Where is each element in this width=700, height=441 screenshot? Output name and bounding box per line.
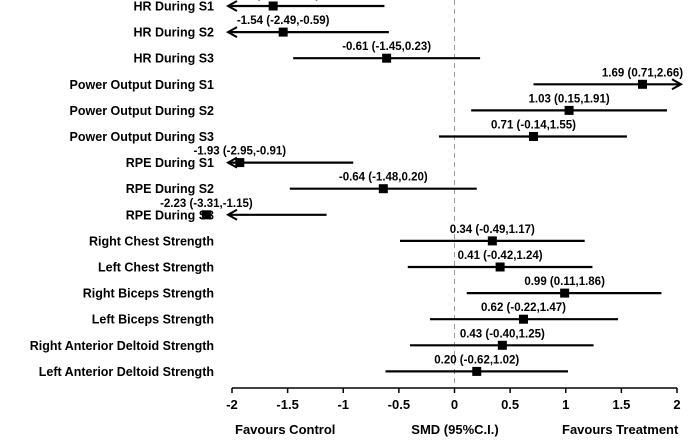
x-tick-label: 0 bbox=[451, 397, 458, 412]
estimate-label: -1.93 (-2.95,-0.91) bbox=[193, 146, 286, 158]
row-label: Right Biceps Strength bbox=[83, 287, 214, 301]
row-label: Power Output During S3 bbox=[70, 130, 214, 144]
row-label: Power Output During S1 bbox=[70, 78, 214, 92]
row-label: HR During S3 bbox=[133, 52, 214, 66]
estimate-label: -1.54 (-2.49,-0.59) bbox=[237, 15, 330, 27]
row-label: Left Chest Strength bbox=[98, 261, 214, 275]
point-estimate-marker bbox=[378, 184, 388, 194]
estimate-label: 1.03 (0.15,1.91) bbox=[528, 93, 609, 105]
estimate-label: -1.63 (-2.47,-0.63) bbox=[227, 0, 320, 1]
estimate-label: 0.99 (0.11,1.86) bbox=[524, 276, 605, 288]
row-label: Left Biceps Strength bbox=[92, 313, 214, 327]
point-estimate-marker bbox=[497, 340, 507, 350]
point-estimate-marker bbox=[638, 79, 648, 89]
point-estimate-marker bbox=[382, 53, 392, 63]
forest-row: Right Anterior Deltoid Strength 0.43 (-0.… bbox=[30, 328, 594, 353]
estimate-label: 1.69 (0.71,2.66) bbox=[602, 67, 683, 79]
forest-row: Left Chest Strength 0.41 (-0.42,1.24) bbox=[98, 250, 593, 275]
row-label: Power Output During S2 bbox=[70, 104, 214, 118]
x-tick-label: -2 bbox=[226, 397, 238, 412]
row-label: HR During S1 bbox=[133, 0, 214, 14]
x-tick-label: -1 bbox=[337, 397, 349, 412]
forest-row: Power Output During S1 1.69 (0.71,2.66) bbox=[70, 67, 684, 92]
point-estimate-marker bbox=[528, 132, 538, 141]
point-estimate-marker bbox=[235, 158, 245, 168]
point-estimate-marker bbox=[268, 1, 278, 11]
left-arrow-icon bbox=[225, 156, 238, 169]
point-estimate-marker bbox=[472, 366, 482, 376]
forest-row: Right Chest Strength 0.34 (-0.49,1.17) bbox=[89, 224, 585, 248]
estimate-label: 0.20 (-0.62,1.02) bbox=[434, 354, 519, 366]
forest-row: Right Biceps Strength 0.99 (0.11,1.86) bbox=[83, 276, 662, 301]
x-tick-label: -0.5 bbox=[388, 397, 410, 412]
favours-control-label: Favours Control bbox=[235, 422, 335, 437]
point-estimate-marker bbox=[487, 236, 497, 246]
estimate-label: 0.41 (-0.42,1.24) bbox=[458, 250, 543, 262]
row-label: HR During S2 bbox=[133, 26, 214, 40]
x-tick-label: -1.5 bbox=[276, 397, 298, 412]
point-estimate-marker bbox=[518, 314, 528, 324]
forest-row: HR During S1 -1.63 (-2.47,-0.63) bbox=[133, 0, 385, 14]
x-tick-label: 1 bbox=[562, 397, 569, 412]
forest-row: Left Biceps Strength 0.62 (-0.22,1.47) bbox=[92, 302, 619, 327]
x-tick-label: 0.5 bbox=[501, 397, 519, 412]
estimate-label: 0.34 (-0.49,1.17) bbox=[450, 224, 535, 236]
favours-treatment-label: Favours Treatment bbox=[562, 422, 679, 437]
forest-row: Power Output During S2 1.03 (0.15,1.91) bbox=[70, 93, 667, 118]
forest-row: RPE During S1-1.93 (-2.95,-0.91) bbox=[126, 146, 354, 170]
estimate-label: 0.43 (-0.40,1.25) bbox=[460, 328, 545, 340]
forest-row: HR During S2 -1.54 (-2.49,-0.59) bbox=[133, 15, 389, 40]
forest-row: RPE During S2 -0.64 (-1.48,0.20) bbox=[126, 172, 477, 196]
row-label: Left Anterior Deltoid Strength bbox=[39, 365, 214, 379]
right-arrow-icon bbox=[671, 78, 684, 91]
estimate-label: -0.61 (-1.45,0.23) bbox=[342, 41, 431, 53]
estimate-label: 0.71 (-0.14,1.55) bbox=[491, 120, 576, 132]
left-arrow-icon bbox=[225, 0, 238, 12]
forest-row: Power Output During S3 0.71 (-0.14,1.55) bbox=[70, 120, 627, 144]
left-arrow-icon bbox=[225, 208, 238, 221]
point-estimate-marker bbox=[564, 105, 574, 115]
point-estimate-marker bbox=[201, 210, 211, 220]
estimate-label: -0.64 (-1.48,0.20) bbox=[339, 172, 428, 184]
row-label: RPE During S3 bbox=[126, 208, 214, 222]
x-tick-label: 1.5 bbox=[612, 397, 630, 412]
row-label: Right Anterior Deltoid Strength bbox=[30, 339, 214, 353]
x-axis-title: SMD (95%C.I.) bbox=[411, 422, 498, 437]
left-arrow-icon bbox=[225, 26, 238, 38]
estimate-label: 0.62 (-0.22,1.47) bbox=[481, 302, 566, 314]
row-label: RPE During S2 bbox=[126, 182, 214, 196]
forest-row: Left Anterior Deltoid Strength 0.20 (-0.6… bbox=[39, 354, 568, 379]
forest-row: HR During S3 -0.61 (-1.45,0.23) bbox=[133, 41, 481, 66]
row-label: Right Chest Strength bbox=[89, 234, 214, 248]
point-estimate-marker bbox=[560, 288, 570, 298]
x-tick-label: 2 bbox=[673, 397, 680, 412]
point-estimate-marker bbox=[278, 27, 288, 37]
point-estimate-marker bbox=[495, 262, 505, 272]
row-label: RPE During S1 bbox=[126, 156, 214, 170]
forest-row: RPE During S3-2.23 (-3.31,-1.15) bbox=[126, 198, 327, 222]
estimate-label: -2.23 (-3.31,-1.15) bbox=[160, 198, 253, 210]
